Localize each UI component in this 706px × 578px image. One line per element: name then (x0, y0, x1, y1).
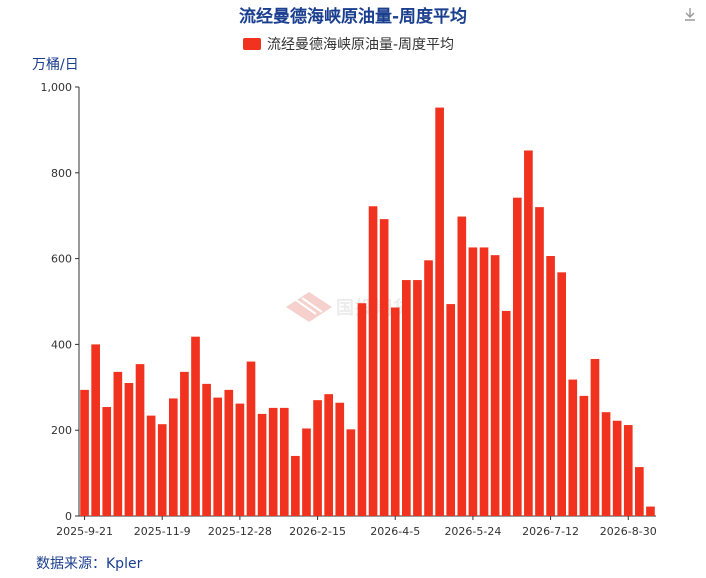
bar[interactable] (390, 307, 400, 516)
bar[interactable] (601, 412, 611, 516)
y-tick-label: 200 (51, 424, 72, 437)
bar[interactable] (457, 216, 467, 517)
bar[interactable] (213, 397, 223, 516)
bar[interactable] (468, 247, 478, 517)
bar[interactable] (246, 361, 256, 516)
bar[interactable] (435, 107, 444, 516)
y-tick-label: 600 (51, 253, 72, 266)
bar[interactable] (379, 219, 389, 516)
bar[interactable] (335, 402, 345, 516)
bar[interactable] (102, 407, 112, 516)
bar[interactable] (224, 389, 234, 516)
bar[interactable] (180, 371, 189, 516)
bar[interactable] (279, 407, 289, 516)
data-source: 数据来源：Kpler (36, 556, 143, 572)
x-tick-label: 2026-7-12 (522, 525, 579, 538)
bar[interactable] (157, 424, 167, 516)
y-tick-label: 0 (65, 510, 72, 523)
bar[interactable] (124, 383, 134, 516)
x-tick-label: 2026-2-15 (289, 525, 346, 538)
bar[interactable] (346, 429, 356, 516)
bar[interactable] (146, 415, 156, 516)
bar[interactable] (324, 394, 333, 516)
bar[interactable] (302, 428, 311, 516)
legend-item[interactable]: 流经曼德海峡原油量-周度平均 (243, 34, 454, 54)
chart-title: 流经曼德海峡原油量-周度平均 (238, 7, 468, 27)
bar[interactable] (135, 364, 145, 516)
bar[interactable] (402, 280, 411, 516)
bar[interactable] (590, 358, 600, 516)
bar[interactable] (512, 197, 522, 516)
y-axis-unit: 万桶/日 (32, 57, 79, 73)
bar[interactable] (535, 207, 544, 516)
x-tick-label: 2025-12-28 (208, 525, 272, 538)
legend-label: 流经曼德海峡原油量-周度平均 (267, 37, 455, 53)
bar[interactable] (413, 280, 422, 516)
bar[interactable] (313, 400, 322, 516)
bar[interactable] (113, 371, 123, 516)
x-tick-label: 2026-4-5 (370, 525, 420, 538)
bar[interactable] (168, 398, 178, 516)
bar[interactable] (579, 395, 589, 516)
bar[interactable] (202, 383, 211, 516)
bar[interactable] (646, 506, 655, 516)
bar[interactable] (490, 255, 500, 516)
x-tick-label: 2026-5-24 (444, 525, 501, 538)
y-tick-label: 800 (51, 167, 72, 180)
bar[interactable] (257, 413, 267, 516)
bar[interactable] (268, 407, 278, 516)
logo-icon (286, 292, 332, 322)
bar[interactable] (80, 389, 89, 516)
bar[interactable] (446, 304, 456, 516)
bar[interactable] (479, 247, 489, 517)
bar[interactable] (568, 379, 578, 516)
bar[interactable] (235, 403, 245, 516)
bar[interactable] (501, 310, 511, 516)
bar[interactable] (424, 260, 433, 516)
x-tick-label: 2025-11-9 (134, 525, 191, 538)
bar[interactable] (623, 425, 633, 516)
bar[interactable] (524, 150, 533, 516)
download-icon[interactable] (682, 6, 698, 22)
y-tick-label: 400 (51, 338, 72, 351)
bar[interactable] (191, 336, 200, 516)
bar[interactable] (357, 303, 367, 516)
x-tick-label: 2026-8-30 (600, 525, 657, 538)
bar[interactable] (368, 206, 378, 516)
bar[interactable] (612, 420, 622, 516)
bar[interactable] (291, 455, 300, 516)
y-tick-label: 1,000 (41, 81, 73, 94)
bar[interactable] (546, 256, 555, 516)
bar[interactable] (635, 467, 644, 516)
legend-swatch (243, 38, 261, 50)
x-tick-label: 2025-9-21 (56, 525, 113, 538)
bar[interactable] (91, 344, 100, 516)
bar[interactable] (557, 272, 567, 516)
